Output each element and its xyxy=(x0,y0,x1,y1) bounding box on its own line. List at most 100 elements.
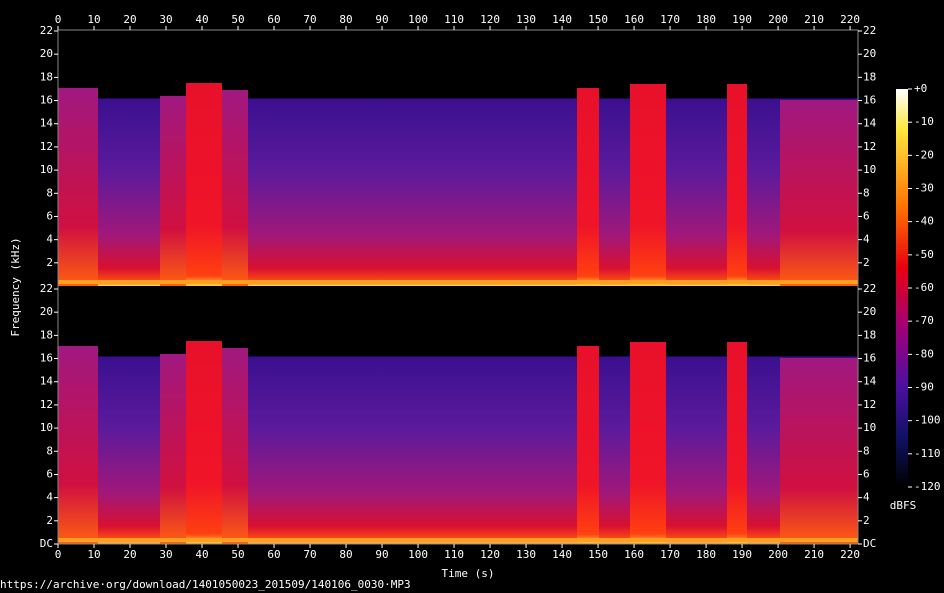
x-tick-label: 60 xyxy=(267,13,280,26)
colorbar-tick-label: -70 xyxy=(914,314,934,327)
y-tick-label: 2 xyxy=(863,514,870,527)
x-tick-label: 160 xyxy=(624,13,644,26)
colorbar-tick-label: -100 xyxy=(914,414,941,427)
x-tick-label: 40 xyxy=(195,13,208,26)
colorbar-tick-label: -50 xyxy=(914,248,934,261)
y-tick-label: 20 xyxy=(40,47,53,60)
colorbar-tick-label: -30 xyxy=(914,182,934,195)
y-tick-label: 2 xyxy=(863,256,870,269)
x-tick-label: 170 xyxy=(660,13,680,26)
y-tick-label: 12 xyxy=(40,140,53,153)
y-tick-label: 16 xyxy=(40,94,53,107)
x-tick-label: 50 xyxy=(231,548,244,561)
x-tick-label: 150 xyxy=(588,548,608,561)
y-tick-label: 16 xyxy=(40,352,53,365)
y-tick-label: 6 xyxy=(863,467,870,480)
y-tick-label: 6 xyxy=(863,209,870,222)
y-tick-label: 10 xyxy=(40,421,53,434)
x-tick-label: 60 xyxy=(267,548,280,561)
y-tick-label: 12 xyxy=(863,140,876,153)
y-tick-label: 10 xyxy=(40,163,53,176)
x-axis-label: Time (s) xyxy=(442,567,495,580)
y-tick-label: 6 xyxy=(46,467,53,480)
colorbar-tick-label: -80 xyxy=(914,347,934,360)
x-tick-label: 220 xyxy=(840,548,860,561)
colorbar-tick-label: -90 xyxy=(914,381,934,394)
x-tick-label: 40 xyxy=(195,548,208,561)
x-tick-label: 140 xyxy=(552,548,572,561)
x-tick-label: 220 xyxy=(840,13,860,26)
colorbar-tick-label: -110 xyxy=(914,447,941,460)
y-tick-label: 16 xyxy=(863,94,876,107)
x-tick-label: 50 xyxy=(231,13,244,26)
y-tick-label: 8 xyxy=(46,444,53,457)
colorbar-tick-label: -10 xyxy=(914,115,934,128)
y-tick-label: 20 xyxy=(863,47,876,60)
y-axis-label: Frequency (kHz) xyxy=(9,237,22,336)
y-tick-label: 4 xyxy=(46,491,53,504)
y-tick-label: 4 xyxy=(46,233,53,246)
footer: https://archive·org/download/1401050023_… xyxy=(0,578,411,591)
y-tick-label: 4 xyxy=(863,233,870,246)
x-tick-label: 180 xyxy=(696,13,716,26)
y-tick-label: 20 xyxy=(863,305,876,318)
y-tick-label: 18 xyxy=(863,328,876,341)
x-tick-label: 200 xyxy=(768,548,788,561)
y-tick-label: 22 xyxy=(40,24,53,37)
y-tick-label: 8 xyxy=(863,186,870,199)
y-tick-label: 4 xyxy=(863,491,870,504)
x-tick-label: 80 xyxy=(339,13,352,26)
x-tick-label: 210 xyxy=(804,13,824,26)
x-tick-label: 70 xyxy=(303,13,316,26)
x-tick-label: 110 xyxy=(444,548,464,561)
spectrogram-top xyxy=(58,30,858,286)
x-tick-label: 100 xyxy=(408,13,428,26)
y-tick-label: 2 xyxy=(46,256,53,269)
y-tick-label: 14 xyxy=(40,117,54,130)
colorbar-tick-label: -20 xyxy=(914,148,934,161)
x-tick-label: 130 xyxy=(516,13,536,26)
y-tick-label: 14 xyxy=(863,117,877,130)
y-tick-label: 22 xyxy=(863,282,876,295)
spectrogram-bottom xyxy=(58,288,858,544)
plot-frame xyxy=(57,29,859,545)
x-tick-label: 130 xyxy=(516,548,536,561)
y-tick-label: 8 xyxy=(863,444,870,457)
x-tick-label: 10 xyxy=(87,548,100,561)
x-tick-label: 120 xyxy=(480,13,500,26)
x-tick-label: 90 xyxy=(375,13,388,26)
x-tick-label: 10 xyxy=(87,13,100,26)
y-tick-label: 10 xyxy=(863,163,876,176)
x-tick-label: 200 xyxy=(768,13,788,26)
x-tick-label: 0 xyxy=(55,548,62,561)
x-tick-label: 160 xyxy=(624,548,644,561)
colorbar xyxy=(896,89,908,487)
colorbar-tick-label: -60 xyxy=(914,281,934,294)
y-tick-label: DC xyxy=(40,537,53,550)
colorbar-tick-label: -120 xyxy=(914,480,941,493)
x-tick-label: 110 xyxy=(444,13,464,26)
x-tick-label: 120 xyxy=(480,548,500,561)
y-tick-label: 2 xyxy=(46,514,53,527)
y-tick-label: 14 xyxy=(863,375,877,388)
x-tick-label: 30 xyxy=(159,548,172,561)
x-tick-label: 140 xyxy=(552,13,572,26)
colorbar-label: dBFS xyxy=(890,499,917,512)
x-tick-label: 20 xyxy=(123,548,136,561)
x-tick-label: 190 xyxy=(732,13,752,26)
colorbar-tick-label: +0 xyxy=(914,82,927,95)
y-tick-label: 18 xyxy=(40,328,53,341)
y-tick-label: DC xyxy=(863,537,876,550)
x-tick-label: 170 xyxy=(660,548,680,561)
y-tick-label: 18 xyxy=(40,70,53,83)
y-tick-label: 12 xyxy=(863,398,876,411)
y-tick-label: 20 xyxy=(40,305,53,318)
x-tick-label: 210 xyxy=(804,548,824,561)
x-tick-label: 30 xyxy=(159,13,172,26)
x-tick-label: 20 xyxy=(123,13,136,26)
y-tick-label: 12 xyxy=(40,398,53,411)
y-tick-label: 18 xyxy=(863,70,876,83)
y-tick-label: 22 xyxy=(40,282,53,295)
y-tick-label: 16 xyxy=(863,352,876,365)
